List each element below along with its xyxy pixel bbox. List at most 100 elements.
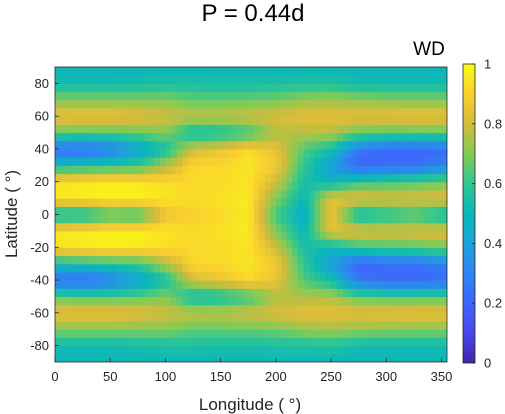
heatmap-cell <box>281 263 288 273</box>
heatmap-cell <box>281 132 288 142</box>
heatmap-cell <box>55 140 62 150</box>
heatmap-cell <box>358 99 365 109</box>
heatmap-cell <box>220 148 227 158</box>
heatmap-cell <box>104 263 111 273</box>
heatmap-cell <box>132 296 139 306</box>
heatmap-cell <box>77 247 84 257</box>
heatmap-cell <box>264 230 271 240</box>
heatmap-cell <box>154 296 161 306</box>
heatmap-cell <box>275 271 282 281</box>
heatmap-cell <box>115 312 122 322</box>
heatmap-cell <box>413 304 420 314</box>
heatmap-cell <box>71 132 78 142</box>
heatmap-cell <box>110 83 117 93</box>
heatmap-cell <box>93 116 100 125</box>
heatmap-cell <box>286 198 294 207</box>
heatmap-cell <box>115 198 122 207</box>
heatmap-cell <box>55 189 62 199</box>
heatmap-cell <box>132 107 139 117</box>
heatmap-cell <box>93 247 100 257</box>
heatmap-cell <box>55 67 62 76</box>
heatmap-cell <box>402 67 409 76</box>
colorbar-tick-label: 0.4 <box>484 236 502 251</box>
heatmap-cell <box>154 288 161 298</box>
heatmap-cell <box>435 107 443 117</box>
heatmap-cell <box>264 206 271 216</box>
heatmap-cell <box>198 206 205 216</box>
heatmap-cell <box>237 296 244 306</box>
heatmap-cell <box>148 75 155 84</box>
heatmap-cell <box>242 91 249 101</box>
heatmap-cell <box>413 280 420 289</box>
heatmap-cell <box>430 304 437 314</box>
heatmap-cell <box>165 263 172 273</box>
heatmap-cell <box>121 304 128 314</box>
heatmap-cell <box>198 321 205 330</box>
heatmap-cell <box>286 116 294 125</box>
heatmap-cell <box>71 116 78 125</box>
heatmap-cell <box>170 124 178 134</box>
heatmap-cell <box>353 214 360 224</box>
heatmap-cell <box>402 280 409 289</box>
heatmap-cell <box>308 99 316 109</box>
heatmap-cell <box>226 132 233 142</box>
heatmap-cell <box>375 239 382 248</box>
heatmap-cell <box>419 288 426 298</box>
heatmap-cell <box>441 99 447 109</box>
heatmap-cell <box>419 132 426 142</box>
heatmap-cell <box>424 75 432 84</box>
heatmap-cell <box>121 271 128 281</box>
heatmap-cell <box>154 345 161 355</box>
heatmap-cell <box>154 206 161 216</box>
heatmap-cell <box>99 296 106 306</box>
y-axis-label: Latitude ( °) <box>2 170 21 258</box>
heatmap-cell <box>204 75 211 84</box>
heatmap-cell <box>77 157 84 166</box>
heatmap-cell <box>297 321 305 330</box>
heatmap-cell <box>275 99 282 109</box>
heatmap-cell <box>430 239 437 248</box>
heatmap-cell <box>402 329 409 339</box>
heatmap-cell <box>237 116 244 125</box>
heatmap-cell <box>419 263 426 273</box>
heatmap-cell <box>270 91 277 101</box>
heatmap-cell <box>397 329 404 339</box>
heatmap-cell <box>82 83 89 93</box>
heatmap-cell <box>60 165 67 175</box>
y-tick-label: 0 <box>42 207 49 222</box>
heatmap-cell <box>402 239 409 248</box>
heatmap-cell <box>154 67 161 76</box>
heatmap-cell <box>264 189 271 199</box>
heatmap-cell <box>402 83 409 93</box>
heatmap-cell <box>413 83 420 93</box>
heatmap-cell <box>369 140 376 150</box>
heatmap-cell <box>308 165 316 175</box>
heatmap-cell <box>181 239 189 248</box>
heatmap-cell <box>204 124 211 134</box>
heatmap-cell <box>286 222 294 232</box>
heatmap-cell <box>358 337 365 347</box>
heatmap-cell <box>154 124 161 134</box>
heatmap-cell <box>104 239 111 248</box>
heatmap-cell <box>358 255 365 265</box>
heatmap-cell <box>132 189 139 199</box>
heatmap-cell <box>419 99 426 109</box>
heatmap-cell <box>154 222 161 232</box>
heatmap-cell <box>104 157 111 166</box>
heatmap-cell <box>369 312 376 322</box>
heatmap-cell <box>320 206 327 216</box>
heatmap-cell <box>303 312 310 322</box>
heatmap-cell <box>264 222 271 232</box>
heatmap-cell <box>204 189 211 199</box>
heatmap-cell <box>154 83 161 93</box>
heatmap-cell <box>121 67 128 76</box>
heatmap-cell <box>121 255 128 265</box>
heatmap-cell <box>253 353 260 362</box>
heatmap-cell <box>226 239 233 248</box>
heatmap-cell <box>380 181 387 191</box>
heatmap-cell <box>93 255 100 265</box>
heatmap-cell <box>435 75 443 84</box>
heatmap-cell <box>364 75 371 84</box>
heatmap-cell <box>137 222 144 232</box>
heatmap-cell <box>71 107 78 117</box>
